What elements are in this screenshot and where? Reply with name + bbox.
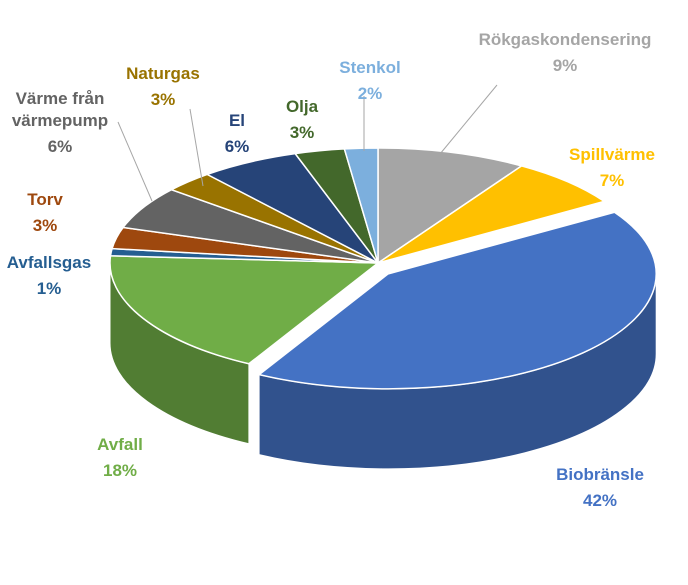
slice-percent-stenkol: 2% [358, 84, 383, 103]
slice-percent-naturgas: 3% [151, 90, 176, 109]
slice-label-avfall: Avfall [97, 435, 143, 454]
slice-label-olja: Olja [286, 97, 319, 116]
slice-label-avfallsgas: Avfallsgas [7, 253, 91, 272]
slice-label-torv: Torv [27, 190, 63, 209]
pie-slice-avfall [109, 255, 381, 365]
pie-slice-stenkol [343, 147, 379, 264]
pie-slice-rokgaskondensering [377, 147, 524, 265]
slice-percent-avfall: 18% [103, 461, 137, 480]
pie-tops [109, 147, 657, 390]
slice-label-stenkol: Stenkol [339, 58, 400, 77]
leader-line-rokgaskondensering [439, 84, 498, 155]
slice-label-varme-fran-varmepump: Värme från [16, 89, 105, 108]
slice-label-varme-fran-varmepump: värmepump [12, 111, 108, 130]
slice-percent-olja: 3% [290, 123, 315, 142]
slice-percent-varme-fran-varmepump: 6% [48, 137, 73, 156]
slice-label-rokgaskondensering: Rökgaskondensering [479, 30, 652, 49]
leader-line-varme-fran-varmepump [117, 121, 153, 202]
pie-labels: Rökgaskondensering 9% Spillvärme 7% Biobräns… [7, 30, 655, 510]
leader-line-naturgas [189, 108, 204, 187]
slice-percent-rokgaskondensering: 9% [553, 56, 578, 75]
slice-label-naturgas: Naturgas [126, 64, 200, 83]
slice-percent-torv: 3% [33, 216, 58, 235]
slice-percent-spillvarme: 7% [600, 171, 625, 190]
pie-slice-spillvarme [377, 165, 607, 264]
slice-percent-el: 6% [225, 137, 250, 156]
slice-label-spillvarme: Spillvärme [569, 145, 655, 164]
slice-label-biobransle: Biobränsle [556, 465, 644, 484]
slice-percent-avfallsgas: 1% [37, 279, 62, 298]
slice-label-el: El [229, 111, 245, 130]
slice-percent-biobransle: 42% [583, 491, 617, 510]
pie-slice-biobransle [257, 211, 657, 390]
